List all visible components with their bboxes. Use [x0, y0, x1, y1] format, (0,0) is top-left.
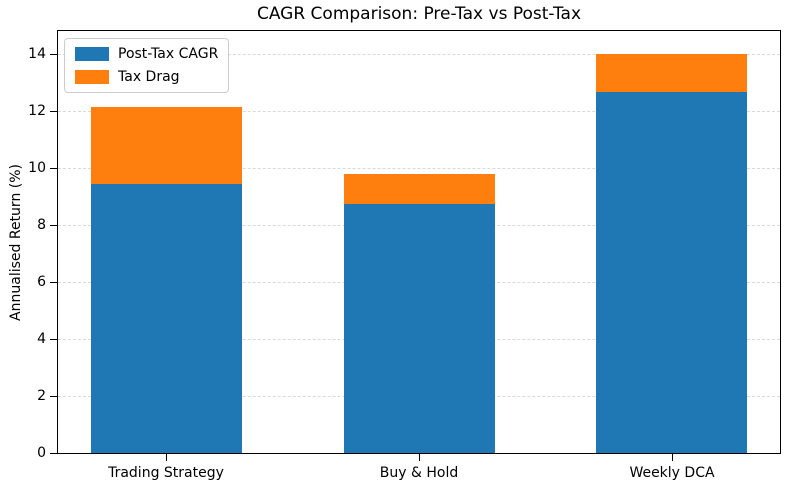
- y-tick-mark: [50, 395, 57, 397]
- y-tick-mark: [50, 281, 57, 283]
- x-tick-mark: [672, 454, 673, 461]
- legend-item-post-tax-cagr: Post-Tax CAGR: [75, 46, 218, 62]
- bar-segment-tax-drag: [344, 174, 495, 204]
- chart-title: CAGR Comparison: Pre-Tax vs Post-Tax: [256, 4, 582, 24]
- x-tick-label: Trading Strategy: [108, 465, 224, 481]
- bar-segment-post-tax-cagr: [91, 184, 242, 453]
- gridline-y14: [58, 53, 780, 55]
- y-tick-label: 8: [37, 216, 46, 233]
- y-tick-label: 6: [37, 273, 46, 290]
- y-tick-label: 4: [37, 330, 46, 347]
- y-tick-label: 2: [37, 387, 46, 404]
- x-tick-label: Buy & Hold: [379, 465, 459, 481]
- legend-swatch-icon: [75, 70, 109, 84]
- legend-swatch-icon: [75, 47, 109, 61]
- x-tick-mark: [166, 454, 167, 461]
- plot-area: [57, 30, 781, 454]
- bar-segment-tax-drag: [91, 107, 242, 184]
- y-tick-mark: [50, 167, 57, 169]
- bar-segment-post-tax-cagr: [596, 92, 747, 453]
- bar-segment-tax-drag: [596, 54, 747, 92]
- legend: Post-Tax CAGR Tax Drag: [64, 38, 230, 93]
- legend-label: Post-Tax CAGR: [118, 46, 219, 62]
- y-axis-label: Annualised Return (%): [8, 163, 24, 321]
- legend-label: Tax Drag: [118, 69, 180, 85]
- y-tick-mark: [50, 338, 57, 340]
- gridline-y10: [58, 167, 780, 169]
- y-tick-mark: [50, 453, 57, 454]
- y-tick-label: 14: [28, 45, 46, 62]
- y-tick-label: 10: [28, 159, 46, 176]
- y-tick-mark: [50, 224, 57, 226]
- x-tick-label: Weekly DCA: [629, 465, 715, 481]
- y-tick-label: 0: [37, 445, 46, 461]
- y-tick-mark: [50, 110, 57, 112]
- gridline-y12: [58, 110, 780, 112]
- legend-item-tax-drag: Tax Drag: [75, 69, 218, 85]
- y-tick-mark: [50, 53, 57, 55]
- y-tick-label: 12: [28, 102, 46, 119]
- x-tick-mark: [419, 454, 420, 461]
- bar-segment-post-tax-cagr: [344, 204, 495, 453]
